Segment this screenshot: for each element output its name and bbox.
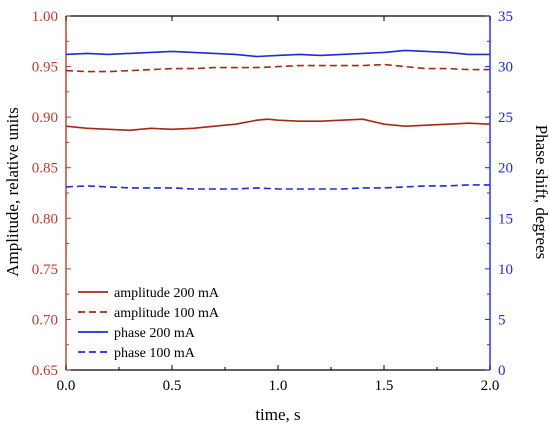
legend-label-1: amplitude 200 mA (114, 286, 220, 301)
series-line-2 (65, 63, 490, 73)
x-axis-label: time, s (255, 405, 300, 424)
y-right-tick-label: 5 (498, 312, 506, 328)
y-axis-left-label: Amplitude, relative units (3, 107, 22, 277)
y-left-tick-label: 0.65 (32, 363, 58, 379)
x-tick-label: 1.0 (269, 378, 288, 394)
y-axis-right-label: Phase shift, degrees (532, 125, 550, 260)
x-tick-label: 0.5 (163, 378, 182, 394)
legend-label-4: phase 100 mA (114, 346, 196, 361)
legend-label-3: phase 200 mA (114, 326, 196, 341)
y-right-tick-label: 25 (498, 110, 513, 126)
series-line-1 (65, 118, 491, 132)
series-line-4 (65, 184, 490, 190)
y-left-tick-label: 1.00 (32, 9, 58, 25)
y-right-tick-label: 30 (498, 60, 513, 76)
y-left-tick-label: 0.95 (32, 60, 58, 76)
series-line-3 (65, 49, 490, 58)
legend: amplitude 200 mA amplitude 100 mA phase 20… (78, 286, 220, 361)
y-right-tick-label: 0 (498, 363, 506, 379)
y-left-tick-label: 0.75 (32, 262, 58, 278)
y-left-tick-label: 0.90 (32, 110, 58, 126)
x-tick-label: 0.0 (57, 378, 76, 394)
y-left-tick-label: 0.85 (32, 161, 58, 177)
y-right-tick-label: 35 (498, 9, 513, 25)
y-right-tick-label: 10 (498, 262, 513, 278)
y-right-tick-label: 15 (498, 211, 513, 227)
y-left-tick-label: 0.70 (32, 312, 58, 328)
y-right-tick-label: 20 (498, 161, 513, 177)
legend-label-2: amplitude 100 mA (114, 306, 220, 321)
ticks-layer: 0.0 0.5 1.0 1.5 2.0 0.65 0.70 0.75 0.80 0.85 0.90 0… (32, 9, 513, 394)
series-layer (65, 49, 491, 190)
x-tick-label: 2.0 (481, 378, 500, 394)
x-tick-label: 1.5 (375, 378, 394, 394)
y-left-tick-label: 0.80 (32, 211, 58, 227)
